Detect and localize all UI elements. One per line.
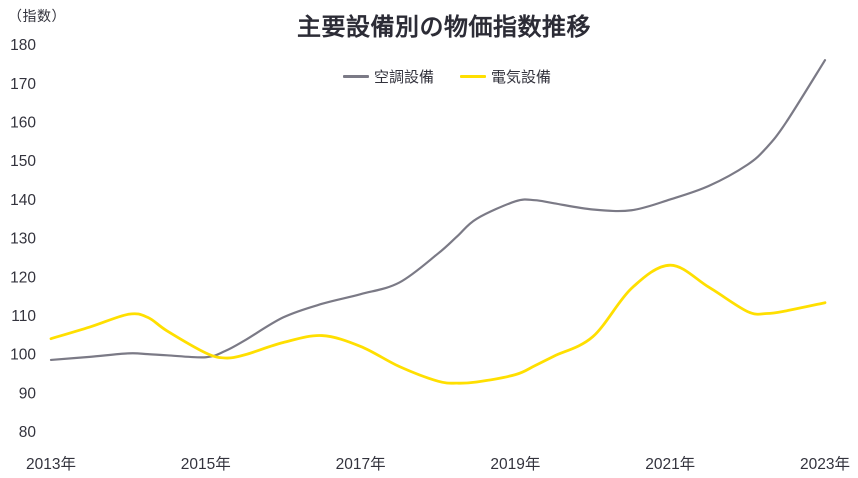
- y-axis-tick-label: 160: [10, 115, 36, 132]
- x-axis-tick-label: 2013年: [26, 455, 76, 473]
- y-axis-tick-label: 170: [10, 76, 36, 93]
- legend-line-swatch-icon: [342, 75, 369, 78]
- legend-label: 空調設備: [373, 69, 434, 86]
- x-axis-tick-label: 2017年: [336, 455, 386, 473]
- x-axis-tick-label: 2019年: [490, 455, 540, 473]
- legend-item: 電気設備: [460, 66, 551, 87]
- y-axis-tick-label: 130: [10, 231, 36, 248]
- legend: 空調設備 電気設備: [0, 66, 858, 87]
- y-axis-tick-label: 180: [10, 37, 36, 54]
- y-axis-tick-label: 80: [19, 424, 37, 441]
- chart-title: 主要設備別の物価指数推移: [297, 14, 591, 41]
- legend-item: 空調設備: [342, 66, 434, 87]
- x-axis-tick-label: 2023年: [800, 455, 850, 473]
- y-axis-tick-label: 100: [10, 347, 36, 364]
- y-axis-unit-label: （指数）: [8, 8, 66, 24]
- y-axis-tick-label: 120: [10, 269, 36, 286]
- y-axis-tick-label: 150: [10, 153, 36, 170]
- legend-label: 電気設備: [491, 69, 552, 86]
- y-axis-tick-label: 140: [10, 192, 36, 209]
- x-axis-tick-label: 2015年: [181, 455, 231, 473]
- y-axis-tick-label: 90: [19, 385, 37, 402]
- series-line-電気設備: [49, 263, 827, 385]
- series-line-空調設備: [49, 59, 827, 362]
- y-axis-tick-label: 110: [11, 308, 36, 325]
- legend-line-swatch-icon: [460, 75, 486, 78]
- x-axis-tick-label: 2021年: [645, 455, 695, 473]
